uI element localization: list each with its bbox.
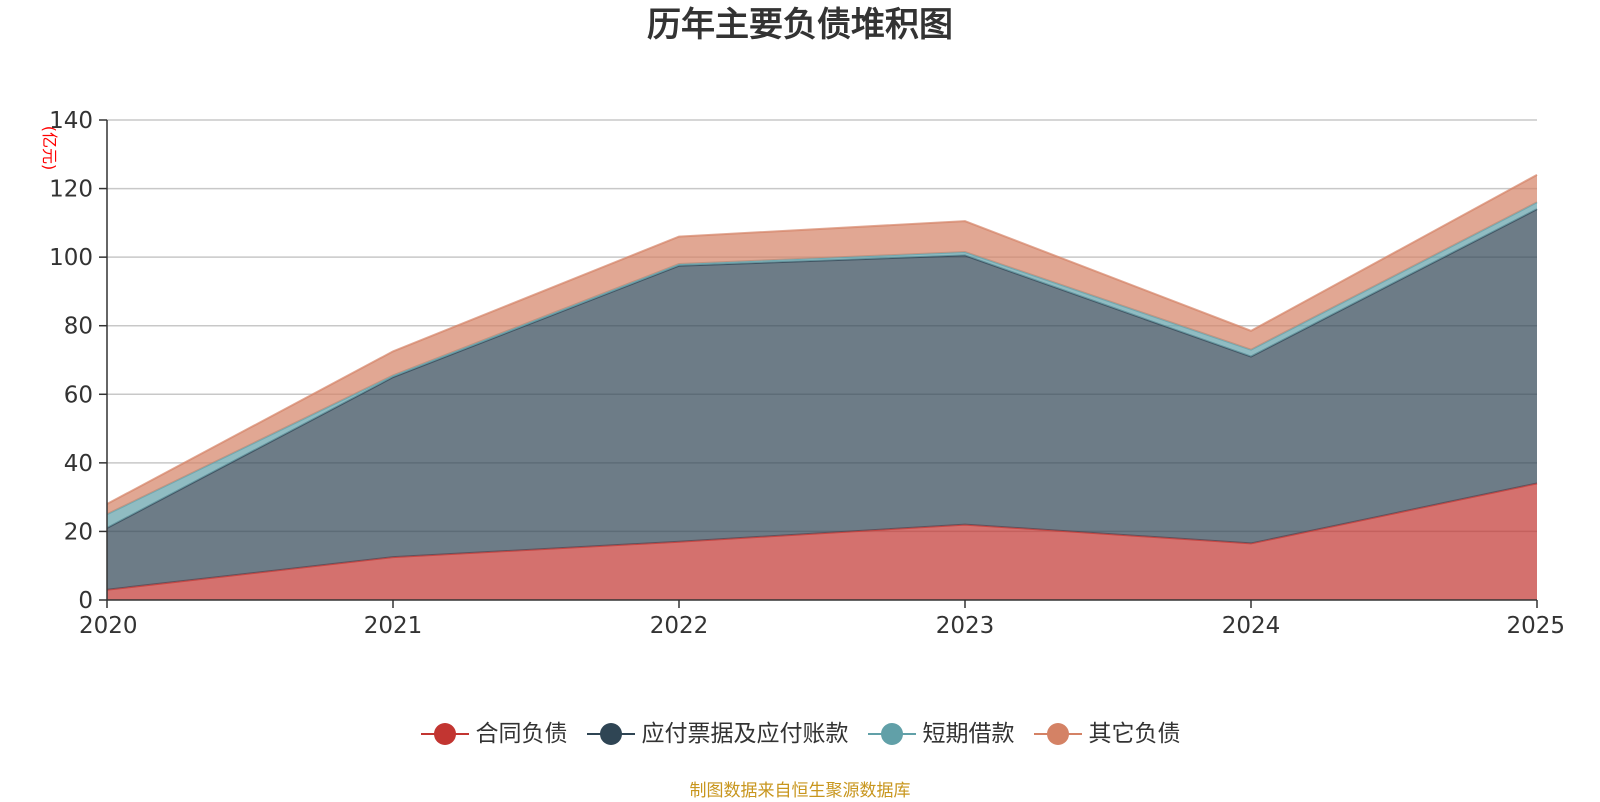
y-tick-label: 120: [49, 177, 93, 203]
legend-item[interactable]: 合同负债: [420, 719, 568, 749]
x-tick-label: 2025: [1506, 613, 1565, 639]
legend-marker: [586, 723, 635, 745]
area-series-1: [107, 209, 1537, 590]
legend-marker: [420, 723, 469, 745]
x-tick-label: 2023: [936, 613, 995, 639]
legend: 合同负债 应付票据及应付账款 短期借款 其它负债: [0, 718, 1600, 749]
series-line-3: [106, 173, 1538, 505]
x-tick-label: 2020: [79, 613, 138, 639]
y-tick-label: 60: [64, 382, 93, 408]
x-tick-label: 2024: [1222, 613, 1281, 639]
y-tick-label: 140: [49, 108, 93, 134]
source-note: 制图数据来自恒生聚源数据库: [689, 781, 911, 801]
area-series-3: [107, 174, 1537, 515]
y-tick-label: 0: [78, 588, 93, 614]
x-tick-label: 2022: [650, 613, 709, 639]
chart-title: 历年主要负债堆积图: [647, 5, 953, 45]
legend-marker: [1033, 723, 1082, 745]
legend-label: 短期借款: [922, 720, 1015, 747]
y-tick-label: 100: [49, 245, 93, 271]
legend-item[interactable]: 应付票据及应付账款: [586, 719, 849, 749]
y-tick-label: 80: [64, 314, 93, 340]
x-tick-label: 2021: [364, 613, 423, 639]
y-tick-label: 20: [64, 519, 93, 545]
legend-item[interactable]: 短期借款: [867, 719, 1015, 749]
stacked-areas: [106, 173, 1538, 600]
area-series-0: [107, 483, 1537, 600]
legend-item[interactable]: 其它负债: [1033, 719, 1181, 749]
legend-label: 其它负债: [1088, 720, 1181, 747]
legend-label: 合同负债: [475, 720, 568, 747]
y-axis-unit-label: (亿元): [40, 126, 59, 171]
legend-label: 应付票据及应付账款: [641, 720, 849, 747]
legend-marker: [867, 723, 916, 745]
axes: 0 20 40 60 80 100 120 140 2020 2021 2022 2023 2024 20…: [49, 108, 1565, 639]
y-tick-label: 40: [64, 451, 93, 477]
